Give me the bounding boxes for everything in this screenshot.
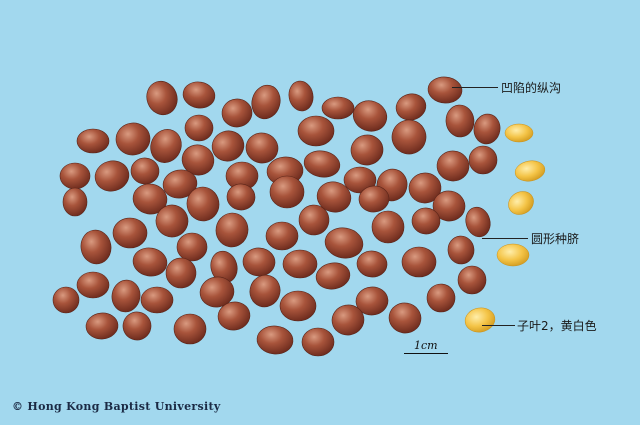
- seed: [176, 232, 208, 262]
- seed: [411, 207, 441, 235]
- seed: [269, 175, 305, 209]
- seed: [130, 157, 160, 185]
- seed: [391, 119, 427, 155]
- cotyledon: [464, 307, 496, 333]
- seed: [401, 246, 437, 278]
- seed: [279, 290, 317, 322]
- seed: [122, 311, 152, 341]
- cotyledon: [504, 123, 534, 143]
- seed: [249, 274, 281, 308]
- seed: [251, 84, 281, 120]
- seed: [265, 221, 299, 251]
- seed: [112, 217, 148, 249]
- seed: [59, 162, 91, 190]
- cotyledon: [514, 160, 546, 182]
- seed: [321, 96, 355, 120]
- seed: [358, 185, 390, 213]
- seed: [150, 129, 182, 163]
- seed: [155, 204, 189, 238]
- seed: [408, 172, 442, 204]
- seed: [242, 247, 276, 277]
- cotyledon: [508, 191, 534, 215]
- seed: [76, 128, 110, 154]
- scale-bar: [404, 353, 448, 354]
- seed: [350, 134, 384, 166]
- seed: [80, 229, 112, 265]
- seed: [186, 186, 220, 222]
- groove-annotation: 凹陷的纵沟: [501, 81, 562, 95]
- groove-leader-line: [452, 87, 498, 88]
- hilum-annotation: 圆形种脐: [531, 232, 580, 246]
- seed: [395, 93, 427, 121]
- seed: [162, 169, 198, 199]
- seed: [115, 122, 151, 156]
- seed: [427, 76, 463, 104]
- seed: [85, 312, 119, 340]
- seed: [298, 204, 330, 236]
- seed: [324, 227, 364, 259]
- seed: [132, 247, 168, 277]
- seed: [132, 183, 168, 215]
- seed: [184, 114, 214, 142]
- seed: [316, 181, 352, 213]
- seed: [371, 210, 405, 244]
- seed: [211, 130, 245, 162]
- seed: [226, 183, 256, 211]
- seed: [303, 150, 341, 178]
- copyright-text: © Hong Kong Baptist University: [12, 400, 221, 413]
- seed: [256, 325, 294, 355]
- seed: [217, 301, 251, 331]
- seed: [465, 206, 491, 238]
- seed: [62, 187, 88, 217]
- seed: [432, 190, 466, 222]
- cotyledon: [496, 243, 530, 267]
- seed: [343, 166, 377, 194]
- seed: [445, 104, 475, 138]
- hilum-leader-line: [482, 238, 528, 239]
- seed: [468, 145, 498, 175]
- seed: [388, 302, 422, 334]
- seed: [436, 150, 470, 182]
- seed: [331, 304, 365, 336]
- seed: [457, 265, 487, 295]
- seed: [221, 98, 253, 128]
- seed: [282, 249, 318, 279]
- cotyledon-leader-line: [482, 325, 515, 326]
- seed: [146, 80, 178, 116]
- seed: [76, 271, 110, 299]
- seed: [182, 81, 216, 109]
- seed: [111, 279, 141, 313]
- seed: [173, 313, 207, 345]
- seed: [245, 132, 279, 164]
- seed: [199, 276, 235, 308]
- seed: [473, 113, 501, 145]
- cotyledon-annotation: 子叶2，黄白色: [517, 319, 597, 333]
- seed: [447, 235, 475, 265]
- seed: [352, 100, 388, 132]
- seed: [165, 257, 197, 289]
- seed: [52, 286, 80, 314]
- seed: [301, 327, 335, 357]
- seed: [288, 80, 314, 112]
- seed: [297, 115, 335, 147]
- seed: [140, 286, 174, 314]
- scale-label: 1cm: [414, 339, 438, 352]
- seed: [426, 283, 456, 313]
- seed: [356, 250, 388, 278]
- seed: [315, 262, 351, 290]
- seed: [215, 212, 249, 248]
- seed: [94, 160, 130, 192]
- seed: [355, 286, 389, 316]
